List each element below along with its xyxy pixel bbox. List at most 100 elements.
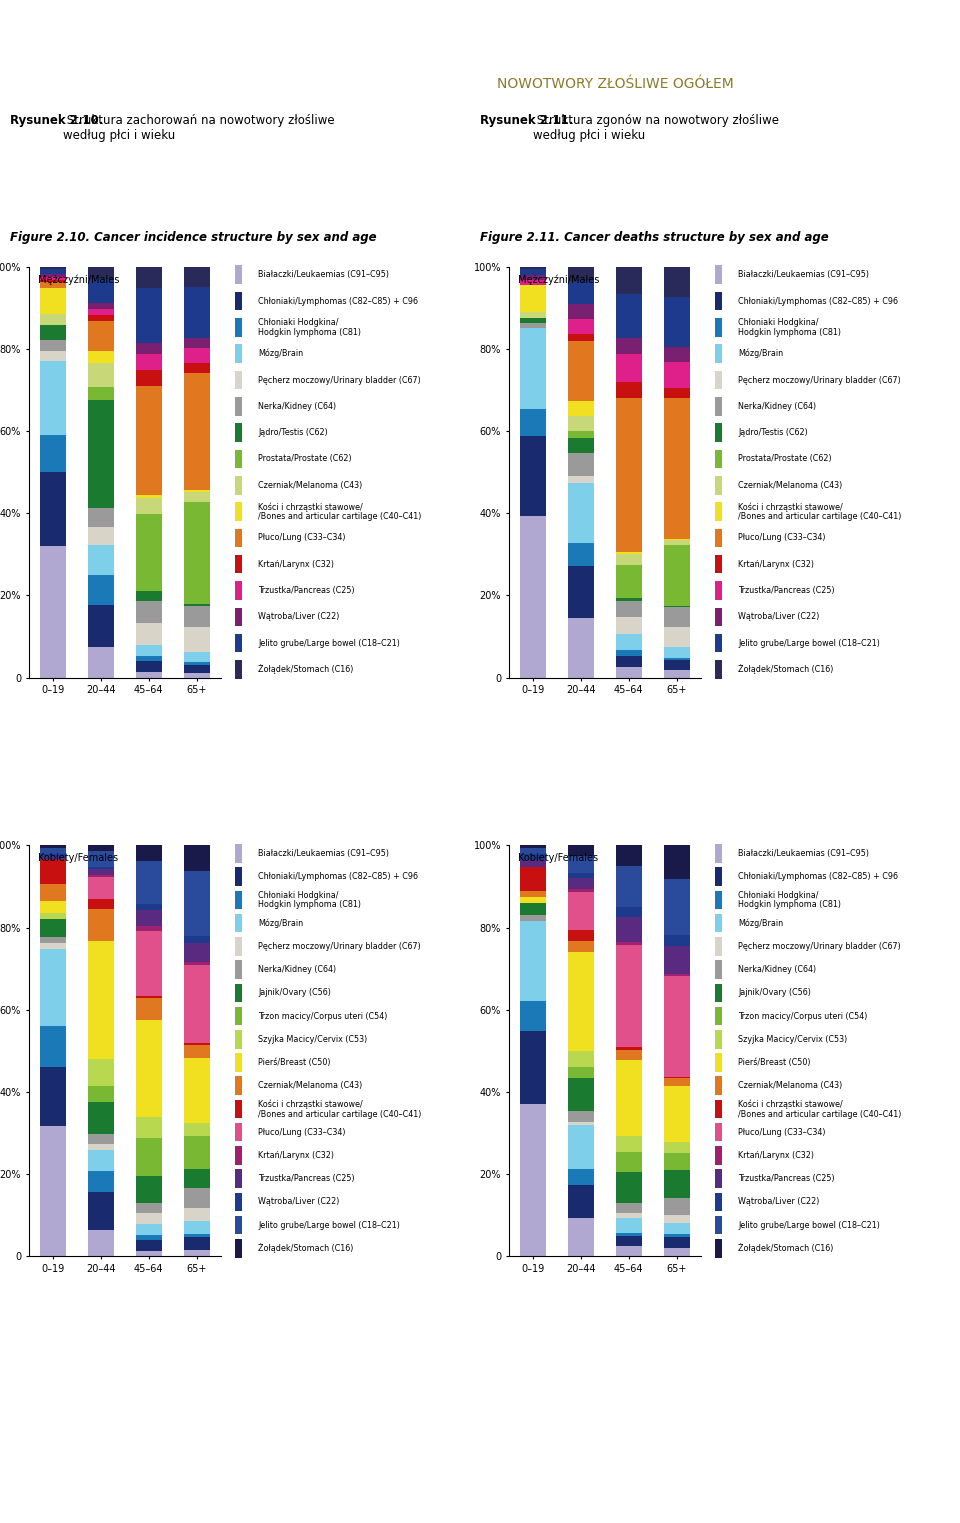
Bar	[87, 1150, 114, 1171]
Bar	[567, 267, 594, 282]
Text: Kobiety/Females: Kobiety/Females	[38, 853, 118, 864]
Bar	[183, 490, 210, 492]
Bar	[615, 1237, 642, 1246]
Text: Nerka/Kidney (C64): Nerka/Kidney (C64)	[738, 966, 816, 975]
Bar	[135, 602, 162, 623]
Text: Jelito grube/Large bowel (C18–C21): Jelito grube/Large bowel (C18–C21)	[258, 1220, 400, 1229]
Bar	[615, 650, 642, 656]
Bar	[87, 321, 114, 352]
Text: Białaczki/Leukaemias (C91–C95): Białaczki/Leukaemias (C91–C95)	[738, 848, 869, 857]
Bar	[615, 382, 642, 398]
Bar	[615, 267, 642, 294]
Text: Trzon macicy/Corpus uteri (C54): Trzon macicy/Corpus uteri (C54)	[258, 1011, 388, 1020]
Bar	[715, 661, 723, 679]
Bar	[715, 528, 723, 547]
Bar	[87, 387, 114, 399]
Bar	[39, 937, 66, 943]
Bar	[183, 503, 210, 605]
Bar	[135, 656, 162, 661]
Text: Chłoniaki Hodgkina/
Hodgkin lymphoma (C81): Chłoniaki Hodgkina/ Hodgkin lymphoma (C8…	[258, 891, 361, 909]
Bar	[663, 608, 690, 627]
Text: NOWOTWORY ZŁOŚLIWE OGÓŁEM: NOWOTWORY ZŁOŚLIWE OGÓŁEM	[497, 76, 733, 91]
Bar	[615, 599, 642, 602]
Bar	[135, 1203, 162, 1214]
Bar	[235, 503, 243, 521]
Bar	[663, 362, 690, 388]
Bar	[183, 1234, 210, 1237]
Bar	[183, 652, 210, 663]
Bar	[567, 454, 594, 475]
Text: Wątroba/Liver (C22): Wątroba/Liver (C22)	[258, 612, 340, 621]
Text: Wątroba/Liver (C22): Wątroba/Liver (C22)	[258, 1197, 340, 1206]
Bar	[135, 1116, 162, 1138]
Bar	[663, 1153, 690, 1170]
Bar	[567, 931, 594, 941]
Bar	[615, 656, 642, 667]
Bar	[615, 1212, 642, 1218]
Bar	[615, 1060, 642, 1136]
Bar	[235, 477, 243, 495]
Bar	[715, 477, 723, 495]
Text: Pęcherz moczowy/Urinary bladder (C67): Pęcherz moczowy/Urinary bladder (C67)	[258, 941, 421, 950]
Bar	[183, 373, 210, 490]
Bar	[615, 865, 642, 906]
Bar	[235, 1170, 243, 1188]
Bar	[567, 565, 594, 618]
Text: Jajnik/Ovary (C56): Jajnik/Ovary (C56)	[738, 988, 811, 998]
Bar	[567, 618, 594, 678]
Bar	[183, 1168, 210, 1188]
Bar	[87, 364, 114, 387]
Bar	[235, 1077, 243, 1095]
Text: Chłoniaki Hodgkina/
Hodgkin lymphoma (C81): Chłoniaki Hodgkina/ Hodgkin lymphoma (C8…	[738, 891, 841, 909]
Bar	[663, 1237, 690, 1249]
Bar	[663, 946, 690, 973]
Text: Prostata/Prostate (C62): Prostata/Prostate (C62)	[738, 454, 832, 463]
Text: Czerniak/Melanoma (C43): Czerniak/Melanoma (C43)	[258, 481, 363, 490]
Bar	[39, 274, 66, 277]
Bar	[87, 1058, 114, 1086]
Text: Kości i chrząstki stawowe/
/Bones and articular cartilage (C40–C41): Kości i chrząstki stawowe/ /Bones and ar…	[738, 503, 901, 521]
Text: Jelito grube/Large bowel (C18–C21): Jelito grube/Large bowel (C18–C21)	[258, 638, 400, 647]
Bar	[615, 1246, 642, 1256]
Text: Nerka/Kidney (C64): Nerka/Kidney (C64)	[258, 402, 336, 411]
Bar	[39, 277, 66, 280]
Bar	[39, 949, 66, 1025]
Bar	[235, 344, 243, 362]
Bar	[715, 1007, 723, 1025]
Bar	[183, 1188, 210, 1208]
Bar	[567, 544, 594, 565]
Bar	[135, 370, 162, 387]
Text: Pęcherz moczowy/Urinary bladder (C67): Pęcherz moczowy/Urinary bladder (C67)	[738, 376, 901, 384]
Bar	[715, 398, 723, 416]
Bar	[183, 605, 210, 606]
Bar	[519, 323, 546, 329]
Bar	[615, 294, 642, 338]
Bar	[87, 605, 114, 647]
Bar	[87, 303, 114, 309]
Bar	[87, 267, 114, 279]
Bar	[183, 338, 210, 347]
Bar	[519, 891, 546, 897]
Bar	[663, 388, 690, 398]
Bar	[235, 265, 243, 283]
Bar	[519, 329, 546, 410]
Bar	[39, 314, 66, 324]
Bar	[715, 1054, 723, 1072]
Bar	[715, 449, 723, 468]
Bar	[183, 943, 210, 963]
Bar	[235, 891, 243, 909]
Bar	[715, 1170, 723, 1188]
Text: Chłoniaki Hodgkina/
Hodgkin lymphoma (C81): Chłoniaki Hodgkina/ Hodgkin lymphoma (C8…	[258, 318, 361, 337]
Text: Trzustka/Pancreas (C25): Trzustka/Pancreas (C25)	[738, 586, 835, 595]
Text: Jądro/Testis (C62): Jądro/Testis (C62)	[258, 428, 328, 437]
Bar	[39, 1025, 66, 1068]
Bar	[715, 961, 723, 979]
Bar	[135, 672, 162, 678]
Bar	[135, 1235, 162, 1240]
Bar	[663, 1234, 690, 1237]
Bar	[39, 361, 66, 436]
Text: Mózg/Brain: Mózg/Brain	[738, 918, 783, 928]
Text: Wątroba/Liver (C22): Wątroba/Liver (C22)	[738, 1197, 820, 1206]
Bar	[235, 1193, 243, 1211]
Bar	[87, 574, 114, 605]
